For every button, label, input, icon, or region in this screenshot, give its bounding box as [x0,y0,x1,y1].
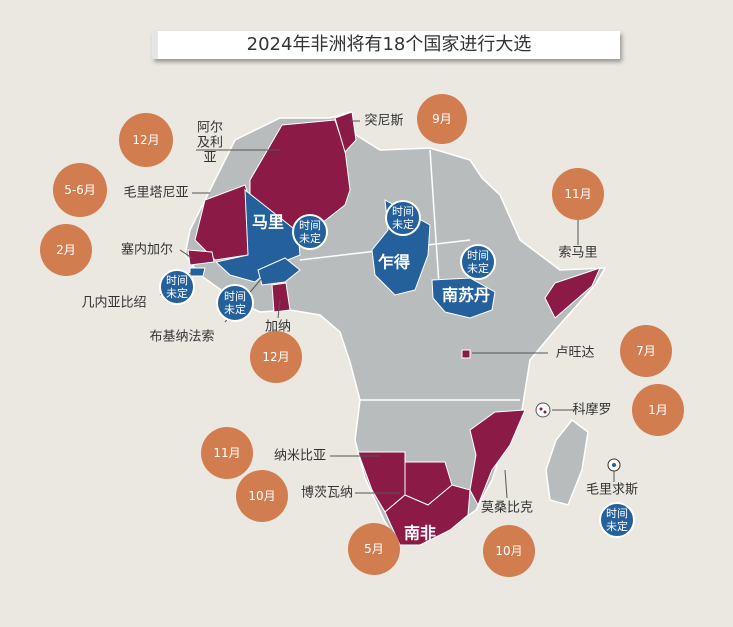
south-africa [384,484,471,546]
madagascar [545,418,589,506]
title: 2024年非洲将有18个国家进行大选 [152,31,620,59]
highlighted-countries [187,111,601,546]
election-date-bubble: 11月 [201,427,253,479]
country-label: 突尼斯 [364,113,404,129]
election-date-bubble: 1月 [632,384,684,436]
guinea-bissau [189,267,206,277]
senegal [187,249,215,266]
election-date-bubble: 5-6月 [53,163,107,217]
election-date-bubble: 时间未定 [216,284,254,322]
election-date-bubble: 时间未定 [292,214,328,250]
border [429,149,441,301]
burkina-faso [257,257,301,286]
election-date-bubble: 时间未定 [599,502,635,538]
country-label: 博茨瓦纳 [300,485,354,501]
tunisia [334,111,357,153]
country-label: 卢旺达 [555,345,595,361]
south-sudan [431,277,496,319]
election-date-bubble: 时间未定 [460,244,496,280]
election-date-bubble: 5月 [348,523,400,575]
election-date-bubble: 时间未定 [385,200,421,236]
country-label: 塞内加尔 [120,242,174,258]
country-label: 纳米比亚 [273,448,327,464]
country-label: 乍得 [377,252,411,272]
election-date-bubble: 12月 [119,113,173,167]
country-label: 南苏丹 [441,285,491,305]
leader-line [504,469,508,499]
comoros-icon [535,402,551,418]
election-date-bubble: 10月 [483,525,535,577]
mozambique [469,409,526,507]
leader-line [277,299,281,319]
leader-line [179,249,193,259]
country-label: 莫桑比克 [480,500,534,516]
ghana [271,282,291,313]
election-date-bubble: 9月 [417,94,467,144]
country-label: 毛里塔尼亚 [123,185,189,201]
election-date-bubble: 10月 [236,470,288,522]
country-label: 加纳 [264,319,292,335]
country-label: 毛里求斯 [585,482,639,498]
somalia [544,267,601,319]
country-label: 科摩罗 [572,402,612,418]
mauritania [194,184,251,261]
election-date-bubble: 时间未定 [159,269,195,305]
country-label: 南非 [403,523,437,543]
election-date-bubble: 12月 [250,331,302,383]
election-date-bubble: 7月 [620,325,672,377]
country-label: 几内亚比绍 [81,295,147,311]
rwanda [461,349,471,359]
country-label: 马里 [251,212,285,232]
mauritius-icon [607,458,621,472]
election-date-bubble: 2月 [40,224,92,276]
country-label: 布基纳法索 [149,329,215,345]
country-label: 索马里 [558,245,598,261]
country-label: 阿尔及利亚 [196,120,223,166]
election-date-bubble: 11月 [552,168,604,220]
